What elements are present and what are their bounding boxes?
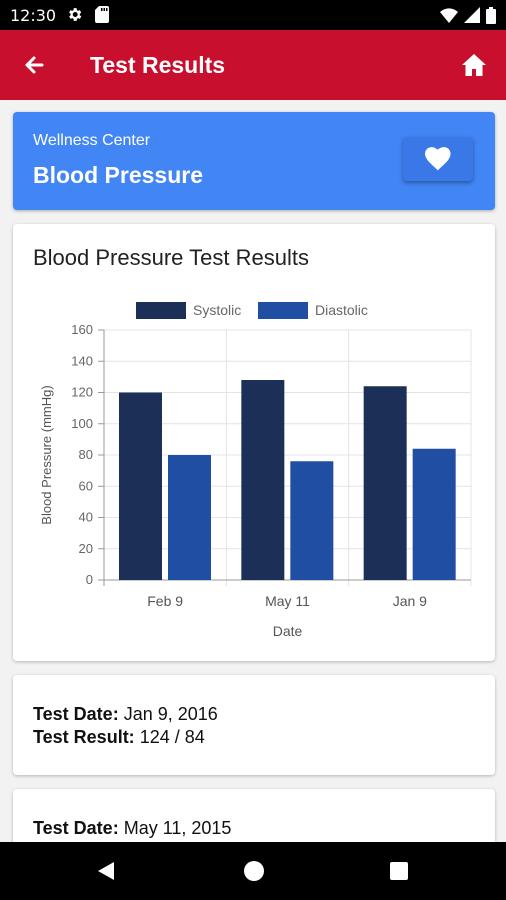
y-tick-label: 80: [79, 447, 93, 462]
bar-diastolic: [290, 461, 334, 580]
home-circle-icon[interactable]: [244, 861, 264, 881]
bar-diastolic: [168, 455, 211, 580]
bar-diastolic: [412, 448, 456, 580]
x-tick-label: May 11: [265, 593, 310, 609]
result-card[interactable]: Test Date: May 11, 2015: [13, 789, 495, 849]
header-subtitle: Wellness Center: [33, 132, 151, 149]
signal-icon: [464, 7, 480, 23]
result-card[interactable]: Test Date: Jan 9, 2016 Test Result: 124 …: [13, 675, 495, 775]
bar-systolic: [241, 380, 285, 580]
y-tick-label: 0: [86, 572, 93, 587]
test-date-value: May 11, 2015: [123, 818, 232, 838]
test-date-line: Test Date: May 11, 2015: [33, 818, 231, 839]
wifi-icon: [440, 7, 458, 23]
y-tick-label: 40: [79, 510, 93, 525]
x-tick-label: Feb 9: [147, 593, 183, 609]
y-tick-label: 20: [79, 541, 93, 556]
category-header-card: Wellness Center Blood Pressure: [13, 112, 495, 210]
home-button[interactable]: [458, 50, 490, 80]
legend-label-systolic: Systolic: [193, 302, 241, 318]
settings-icon: [69, 8, 82, 21]
test-date-value: Jan 9, 2016: [123, 704, 218, 724]
test-date-line: Test Date: Jan 9, 2016: [33, 704, 218, 725]
chart-title: Blood Pressure Test Results: [33, 245, 309, 270]
system-nav-bar: [0, 842, 506, 900]
y-tick-label: 160: [71, 322, 93, 337]
back-triangle-icon[interactable]: [96, 861, 116, 881]
x-axis-title: Date: [273, 623, 303, 639]
legend-swatch-systolic: [136, 302, 186, 319]
heart-icon: [425, 147, 451, 171]
y-tick-label: 140: [71, 353, 93, 368]
y-axis-title: Blood Pressure (mmHg): [39, 385, 54, 524]
page-title: Test Results: [90, 52, 226, 78]
recents-square-icon[interactable]: [390, 862, 408, 880]
app-bar: Test Results: [0, 30, 506, 100]
y-tick-label: 60: [79, 478, 93, 493]
test-result-label: Test Result:: [33, 727, 135, 747]
back-button[interactable]: [18, 50, 50, 80]
y-tick-label: 100: [71, 416, 93, 431]
legend-label-diastolic: Diastolic: [315, 302, 368, 318]
test-date-label: Test Date:: [33, 818, 119, 838]
header-title: Blood Pressure: [33, 162, 203, 188]
status-time: 12:30: [10, 6, 57, 25]
y-tick-label: 120: [71, 385, 93, 400]
bar-systolic: [363, 386, 407, 580]
legend-swatch-diastolic: [258, 302, 308, 319]
favorite-button[interactable]: [403, 137, 473, 181]
arrow-back-icon: [25, 56, 44, 74]
test-result-value: 124 / 84: [139, 727, 205, 747]
battery-icon: [486, 6, 496, 24]
x-tick-label: Jan 9: [393, 593, 427, 609]
test-date-label: Test Date:: [33, 704, 119, 724]
status-bar: 12:30: [0, 0, 506, 30]
sd-card-icon: [95, 6, 109, 23]
home-icon: [462, 54, 486, 76]
test-result-line: Test Result: 124 / 84: [33, 727, 205, 748]
chart-card: Blood Pressure Test Results 0 20 40 60 80 100…: [13, 224, 495, 661]
blood-pressure-chart: 0 20 40 60 80 100 120 140 160 Feb 9 May 11 Jan 9 Dat…: [39, 302, 472, 639]
bar-systolic: [119, 392, 162, 580]
